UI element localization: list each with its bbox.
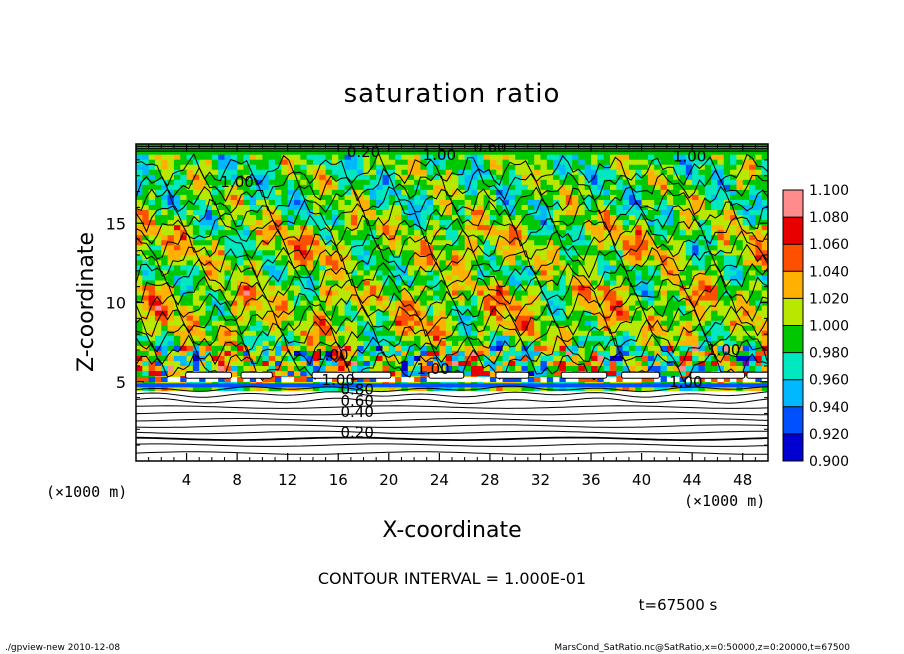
contour-line bbox=[136, 184, 768, 218]
contour-label: 0.80 bbox=[340, 381, 373, 399]
cloud-region bbox=[560, 371, 608, 379]
colorbar-tick-label: 0.920 bbox=[809, 427, 849, 443]
colorbar-segment bbox=[783, 298, 803, 326]
y-tick-label: 15 bbox=[106, 214, 126, 233]
contour-line bbox=[136, 228, 768, 262]
contour-line bbox=[136, 436, 768, 441]
time-label: t=67500 s bbox=[639, 596, 718, 614]
x-unit-left: (×1000 m) bbox=[46, 483, 127, 501]
contour-line bbox=[136, 258, 768, 293]
contour-line bbox=[136, 430, 768, 435]
footer-right: MarsCond_SatRatio.nc@SatRatio,x=0:50000,… bbox=[554, 643, 850, 653]
y-tick-label: 5 bbox=[116, 373, 126, 392]
contour-line bbox=[136, 151, 768, 187]
x-tick-label: 4 bbox=[182, 471, 192, 489]
colorbar-tick-label: 1.100 bbox=[809, 183, 849, 199]
cloud-region bbox=[428, 371, 465, 379]
x-tick-label: 36 bbox=[581, 471, 600, 489]
contour-line bbox=[136, 397, 768, 405]
contour-line bbox=[136, 418, 768, 422]
contour-line bbox=[136, 333, 768, 369]
colorbar-segment bbox=[783, 379, 803, 408]
contour-line bbox=[136, 424, 768, 428]
contour-line bbox=[136, 405, 768, 409]
cloud-region bbox=[621, 371, 660, 379]
x-tick-label: 16 bbox=[329, 471, 348, 489]
x-tick-label: 12 bbox=[278, 471, 297, 489]
x-tick-label: 24 bbox=[430, 471, 449, 489]
contour-label: 0.20 bbox=[347, 143, 380, 161]
contour-label: 1.00 bbox=[673, 148, 706, 166]
x-axis: 4 8 12 16 20 24 28 32 36 40 44 48 bbox=[148, 144, 756, 489]
cloud-region bbox=[352, 371, 392, 379]
contour-line bbox=[136, 212, 768, 248]
contour-line bbox=[136, 318, 768, 354]
contour-label: 1.00 bbox=[322, 371, 355, 389]
cloud-region bbox=[185, 371, 232, 379]
contour-line bbox=[136, 451, 768, 455]
colorbar: 0.900 0.920 0.940 0.960 0.980 1.000 1.020 1.040… bbox=[782, 183, 849, 470]
colorbar-segment bbox=[783, 325, 803, 354]
x-tick-label: 44 bbox=[683, 471, 702, 489]
x-tick-label: 32 bbox=[531, 471, 550, 489]
contour-label: 0.20 bbox=[340, 423, 373, 441]
colorbar-tick-label: 0.900 bbox=[809, 454, 849, 470]
colorbar-tick-label: 1.040 bbox=[809, 264, 849, 280]
y-axis: 5 10 15 bbox=[106, 159, 768, 446]
contour-label: 0.60 bbox=[340, 392, 373, 410]
x-tick-label: 8 bbox=[232, 471, 242, 489]
x-tick-label: 48 bbox=[733, 471, 752, 489]
colorbar-tick-label: 1.060 bbox=[809, 237, 849, 253]
contour-label: 1.00 bbox=[669, 373, 702, 391]
plot-area: 0.20 1.00 0.60 1.00 1.00 1.00 1.00 1.00 1.00 1.00… bbox=[136, 143, 768, 455]
colorbar-segment bbox=[783, 406, 803, 435]
contour-label: 1.00 bbox=[220, 173, 253, 191]
contour-label: 0.40 bbox=[340, 403, 373, 421]
colorbar-segment bbox=[783, 244, 803, 272]
contour-labels: 0.20 1.00 0.60 1.00 1.00 1.00 1.00 1.00 1.00 1.00… bbox=[220, 143, 740, 441]
contour-line bbox=[136, 443, 768, 447]
contour-line bbox=[136, 243, 768, 279]
chart-title: saturation ratio bbox=[344, 79, 561, 109]
x-tick-label: 20 bbox=[379, 471, 398, 489]
contour-label: 1.00 bbox=[315, 346, 348, 364]
y-tick-label: 10 bbox=[106, 294, 126, 313]
contour-label: 1.00 bbox=[707, 341, 740, 359]
colorbar-segment bbox=[783, 271, 803, 299]
contour-label: 1.00 bbox=[416, 360, 449, 378]
contour-line bbox=[136, 303, 768, 338]
colorbar-tick-label: 0.980 bbox=[809, 346, 849, 362]
x-tick-label: 40 bbox=[632, 471, 651, 489]
contour-line bbox=[136, 166, 768, 203]
colorbar-tick-label: 0.940 bbox=[809, 400, 849, 416]
colorbar-tick-label: 0.960 bbox=[809, 373, 849, 389]
colorbar-segment bbox=[783, 433, 803, 462]
contour-label: 1.00 bbox=[423, 146, 456, 164]
colorbar-tick-label: 1.000 bbox=[809, 319, 849, 335]
contour-line bbox=[136, 411, 768, 416]
colorbar-segment bbox=[783, 190, 803, 218]
colorbar-segment bbox=[783, 352, 803, 381]
cloud-region bbox=[746, 371, 768, 379]
x-axis-label: X-coordinate bbox=[382, 518, 521, 543]
footer-left: ./gpview-new 2010-12-08 bbox=[5, 643, 120, 653]
contour-line bbox=[136, 385, 768, 393]
cloud-region bbox=[495, 371, 530, 379]
y-axis-label: Z-coordinate bbox=[74, 232, 99, 372]
contour-interval: CONTOUR INTERVAL = 1.000E-01 bbox=[318, 569, 586, 588]
cloud-region bbox=[240, 371, 273, 379]
cloud-region bbox=[690, 371, 746, 379]
colorbar-segment bbox=[783, 217, 803, 245]
colorbar-tick-label: 1.080 bbox=[809, 210, 849, 226]
colorbar-tick-label: 1.020 bbox=[809, 291, 849, 307]
x-tick-label: 28 bbox=[480, 471, 499, 489]
contour-line bbox=[136, 274, 768, 309]
x-unit-right: (×1000 m) bbox=[684, 492, 765, 510]
contour-line bbox=[136, 391, 768, 398]
